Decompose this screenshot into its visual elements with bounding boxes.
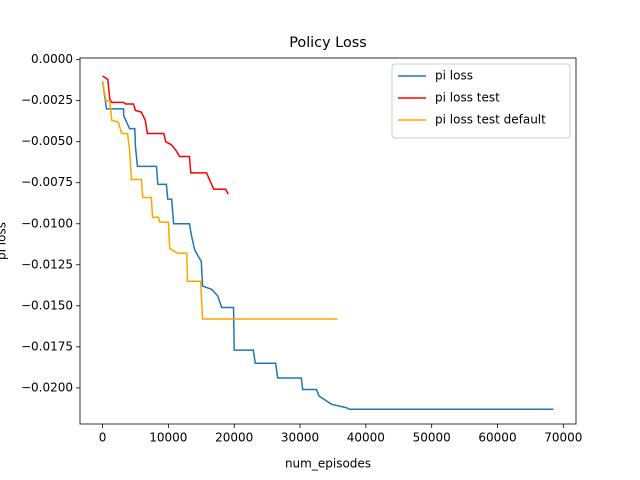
y-tick-label: −0.0025 <box>21 93 73 107</box>
y-tick-label: −0.0100 <box>21 216 73 230</box>
y-tick-label: −0.0050 <box>21 134 73 148</box>
x-tick-label: 30000 <box>281 431 319 445</box>
x-tick-label: 70000 <box>544 431 582 445</box>
y-tick-label: −0.0075 <box>21 175 73 189</box>
y-tick-label: −0.0125 <box>21 257 73 271</box>
x-tick-label: 20000 <box>215 431 253 445</box>
x-tick-label: 40000 <box>347 431 385 445</box>
y-axis-label: pi loss <box>0 222 9 260</box>
y-tick-label: −0.0150 <box>21 298 73 312</box>
legend-box <box>391 63 571 139</box>
legend-label: pi loss test default <box>435 113 546 127</box>
series-line <box>101 80 554 410</box>
x-tick-label: 60000 <box>478 431 516 445</box>
legend-label: pi loss test <box>435 91 500 105</box>
x-tick-label: 50000 <box>413 431 451 445</box>
x-axis-label: num_episodes <box>285 457 371 471</box>
chart-title: Policy Loss <box>289 35 367 51</box>
x-tick-label: 10000 <box>149 431 187 445</box>
x-tick-label: 0 <box>99 431 107 445</box>
plot-frame <box>79 57 577 425</box>
series-line <box>102 75 229 195</box>
legend-label: pi loss <box>435 69 473 83</box>
series-line <box>101 80 338 320</box>
y-tick-label: −0.0175 <box>21 339 73 353</box>
y-tick-label: −0.0200 <box>21 380 73 394</box>
y-tick-label: 0.0000 <box>31 52 73 66</box>
